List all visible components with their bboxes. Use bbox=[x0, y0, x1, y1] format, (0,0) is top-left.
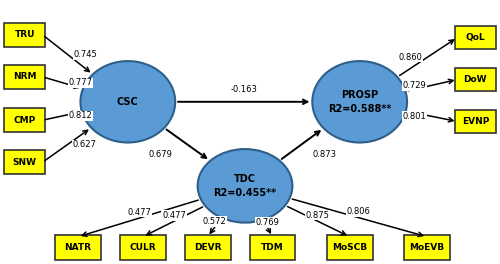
FancyBboxPatch shape bbox=[404, 235, 450, 260]
Text: 0.777: 0.777 bbox=[69, 78, 93, 87]
FancyBboxPatch shape bbox=[4, 65, 45, 89]
FancyBboxPatch shape bbox=[250, 235, 296, 260]
FancyBboxPatch shape bbox=[55, 235, 101, 260]
Text: DEVR: DEVR bbox=[194, 243, 222, 252]
Text: 0.875: 0.875 bbox=[306, 211, 330, 220]
Text: CSC: CSC bbox=[117, 97, 138, 107]
Text: 0.477: 0.477 bbox=[128, 208, 152, 217]
Text: -0.163: -0.163 bbox=[230, 86, 258, 95]
Text: 0.679: 0.679 bbox=[148, 150, 172, 159]
FancyBboxPatch shape bbox=[120, 235, 166, 260]
Text: NRM: NRM bbox=[13, 72, 36, 81]
Text: TDM: TDM bbox=[261, 243, 284, 252]
FancyBboxPatch shape bbox=[184, 235, 230, 260]
Ellipse shape bbox=[80, 61, 175, 143]
Text: CMP: CMP bbox=[14, 116, 36, 125]
Text: 0.745: 0.745 bbox=[74, 50, 98, 59]
Text: 0.572: 0.572 bbox=[202, 217, 226, 226]
Text: DoW: DoW bbox=[464, 75, 487, 84]
FancyBboxPatch shape bbox=[455, 68, 496, 91]
FancyBboxPatch shape bbox=[455, 26, 496, 49]
Text: TDC
R2=0.455**: TDC R2=0.455** bbox=[214, 174, 276, 198]
Text: TRU: TRU bbox=[14, 30, 35, 39]
Text: 0.477: 0.477 bbox=[162, 211, 186, 220]
Text: QoL: QoL bbox=[466, 33, 485, 42]
Ellipse shape bbox=[198, 149, 292, 223]
Text: MoEVB: MoEVB bbox=[410, 243, 444, 252]
Text: 0.812: 0.812 bbox=[68, 111, 92, 120]
Text: EVNP: EVNP bbox=[462, 117, 489, 126]
Text: PROSP
R2=0.588**: PROSP R2=0.588** bbox=[328, 90, 392, 114]
Text: 0.627: 0.627 bbox=[73, 140, 97, 149]
FancyBboxPatch shape bbox=[4, 150, 45, 174]
Text: MoSCB: MoSCB bbox=[332, 243, 368, 252]
Text: SNW: SNW bbox=[12, 158, 36, 167]
Text: CULR: CULR bbox=[130, 243, 156, 252]
FancyBboxPatch shape bbox=[327, 235, 372, 260]
Text: 0.729: 0.729 bbox=[402, 81, 426, 90]
Text: 0.873: 0.873 bbox=[313, 150, 337, 159]
FancyBboxPatch shape bbox=[455, 110, 496, 133]
Text: 0.806: 0.806 bbox=[346, 207, 370, 216]
Text: NATR: NATR bbox=[64, 243, 92, 252]
Text: 0.801: 0.801 bbox=[403, 112, 426, 121]
FancyBboxPatch shape bbox=[4, 108, 45, 132]
FancyBboxPatch shape bbox=[4, 23, 45, 47]
Text: 0.860: 0.860 bbox=[398, 53, 422, 62]
Text: 0.769: 0.769 bbox=[256, 218, 280, 227]
Ellipse shape bbox=[312, 61, 407, 143]
